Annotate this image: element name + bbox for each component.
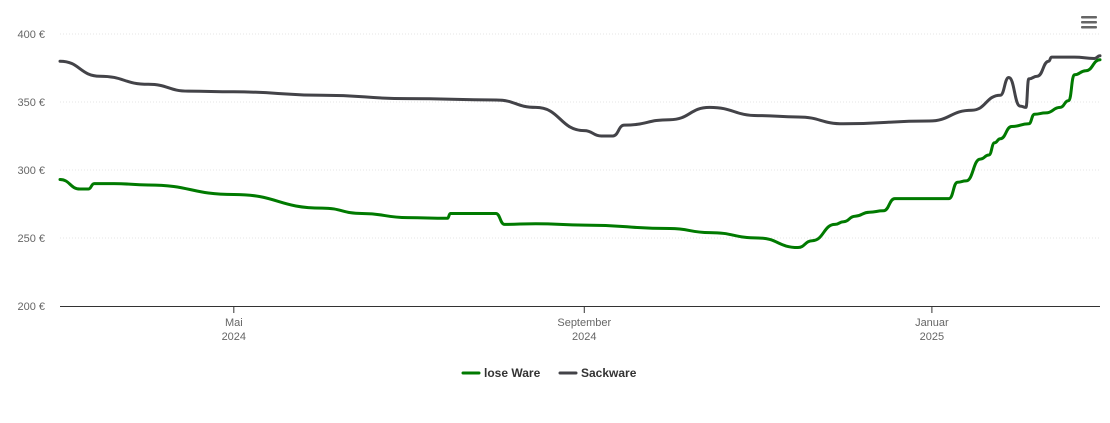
legend-label[interactable]: Sackware [581,366,637,380]
x-tick-year-label: 2025 [920,331,944,343]
series-line-2[interactable] [58,54,1102,138]
x-tick-label: September [557,317,611,329]
y-tick-label: 350 € [17,97,45,109]
chart-menu-button[interactable] [1080,14,1098,30]
hamburger-menu-icon[interactable] [1081,16,1097,29]
x-axis: Mai 2024 September 2024 Januar 2025 [60,306,1100,343]
legend-label[interactable]: lose Ware [484,366,541,380]
series-lines [58,54,1102,249]
grid [60,33,1100,239]
y-axis: 200 € 250 € 300 € 350 € 400 € [17,29,45,313]
y-tick-label: 300 € [17,165,45,177]
y-tick-label: 400 € [17,29,45,41]
legend-item[interactable]: Sackware [558,366,637,380]
legend-item[interactable]: lose Ware [461,366,541,380]
y-tick-label: 250 € [17,233,45,245]
y-tick-label: 200 € [17,301,45,313]
x-tick-label: Januar [915,317,949,329]
x-tick-year-label: 2024 [572,331,596,343]
x-tick-year-label: 2024 [222,331,246,343]
series-line-1[interactable] [58,58,1102,249]
legend[interactable]: lose Ware Sackware [461,366,637,380]
x-tick-label: Mai [225,317,243,329]
